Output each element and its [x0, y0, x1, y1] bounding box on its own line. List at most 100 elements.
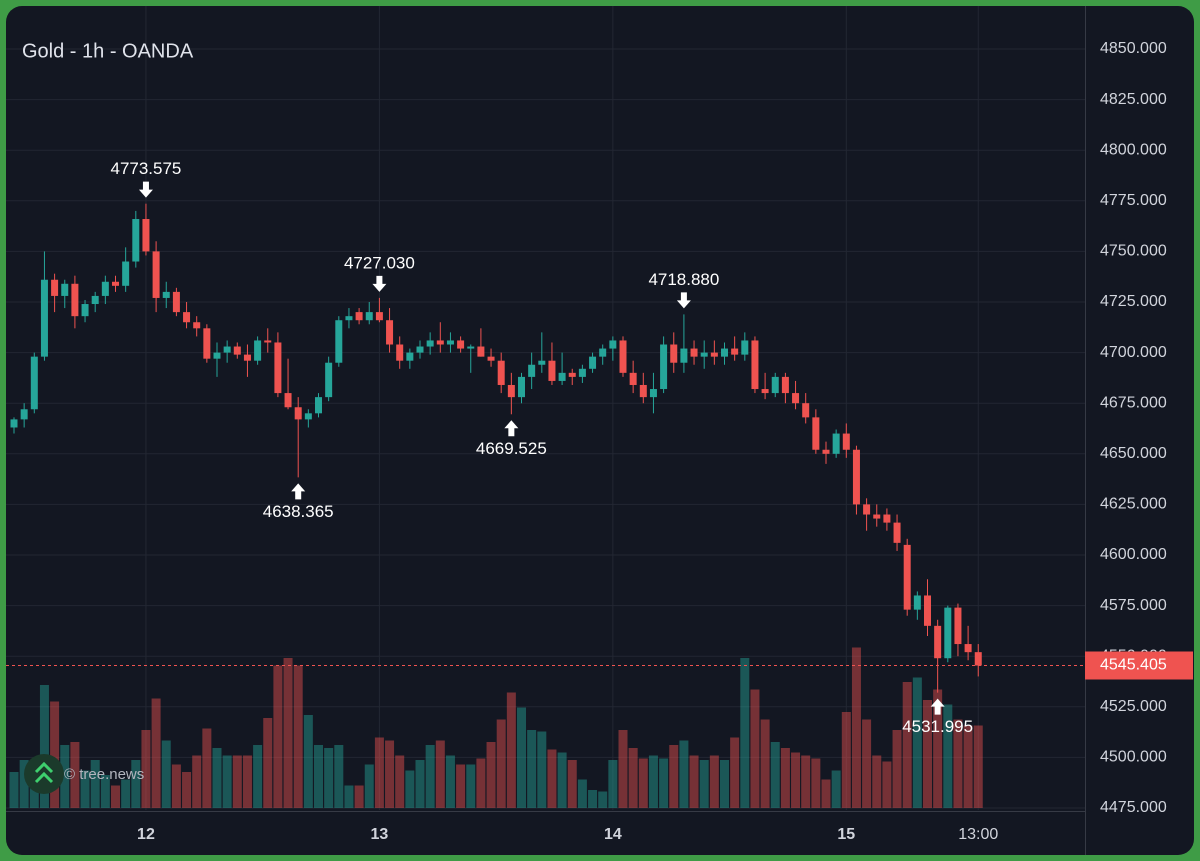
- candle-body: [751, 340, 759, 390]
- volume-bar: [141, 730, 151, 808]
- volume-bar: [557, 752, 567, 808]
- y-tick-label: 4650.000: [1100, 445, 1167, 462]
- candle-body: [629, 372, 637, 385]
- candle-body: [792, 393, 800, 404]
- volume-bar: [50, 701, 60, 808]
- y-tick-label: 4500.000: [1100, 749, 1167, 766]
- volume-bar: [943, 704, 953, 808]
- volume-bar: [395, 755, 405, 808]
- volume-bar: [659, 758, 669, 808]
- volume-bar: [811, 758, 821, 808]
- volume-bar: [608, 760, 618, 808]
- volume-bar: [720, 760, 729, 808]
- candle-body: [40, 279, 48, 357]
- volume-bar: [963, 725, 973, 808]
- candle-body: [761, 389, 769, 394]
- candle-body: [91, 295, 99, 305]
- volume-bar: [293, 665, 303, 808]
- y-tick-label: 4725.000: [1100, 293, 1167, 310]
- arrow-up: [504, 420, 519, 437]
- candle-body: [599, 348, 607, 357]
- candle-body: [81, 304, 89, 317]
- candle-body: [284, 393, 292, 408]
- candle-body: [639, 384, 647, 398]
- annotation: 4773.575: [110, 159, 181, 178]
- candle-body: [325, 362, 333, 398]
- candle-body: [274, 342, 282, 394]
- last-price: 4545.405: [6, 651, 1193, 680]
- x-tick-label: 13: [371, 826, 389, 843]
- candle-body: [924, 595, 931, 626]
- volume-bar: [151, 698, 161, 808]
- y-tick-label: 4825.000: [1100, 91, 1167, 108]
- candle-body: [213, 352, 221, 359]
- volume-bar: [435, 740, 445, 808]
- volume-bar: [232, 755, 242, 808]
- candle-body: [873, 514, 881, 519]
- grid: [6, 6, 1085, 810]
- candle-body: [396, 344, 404, 361]
- candle-body: [122, 261, 130, 286]
- arrow-down: [676, 292, 691, 309]
- candle-body: [609, 340, 617, 349]
- candle-body: [680, 348, 688, 363]
- volume-bar: [567, 760, 577, 808]
- volume-bar: [385, 740, 395, 808]
- candle-body: [710, 352, 718, 357]
- volume-bar: [537, 731, 547, 808]
- candle-body: [223, 346, 231, 353]
- candle-body: [294, 407, 302, 420]
- candle-body: [233, 346, 241, 355]
- volume-bar: [628, 748, 638, 808]
- candle-body: [852, 449, 860, 505]
- volume-bar: [882, 761, 892, 808]
- volume-bar: [496, 719, 506, 808]
- y-tick-label: 4775.000: [1100, 192, 1167, 209]
- volume-bar: [192, 755, 202, 808]
- volume-bar: [29, 775, 39, 808]
- annotation: 4718.880: [648, 270, 719, 289]
- x-tick-label: 14: [604, 826, 622, 843]
- volume-bar: [760, 719, 770, 808]
- y-tick-label: 4675.000: [1100, 394, 1167, 411]
- candle-body: [883, 514, 891, 523]
- logo-icon: [34, 761, 54, 784]
- volume-bar: [19, 760, 29, 808]
- volume-bar: [334, 745, 344, 808]
- volume-bar: [923, 700, 932, 808]
- panel: [6, 6, 1194, 855]
- volume-bar: [577, 779, 587, 808]
- candle-body: [51, 279, 59, 296]
- candle-body: [243, 354, 251, 361]
- candle-body: [721, 348, 728, 357]
- candle-body: [315, 397, 322, 414]
- arrow-down: [138, 181, 153, 198]
- candle-body: [304, 413, 312, 420]
- candle-body: [822, 449, 830, 454]
- volume-bar: [862, 719, 872, 808]
- volume-bar: [445, 755, 455, 808]
- volume-bar: [618, 730, 628, 808]
- candle-body: [264, 340, 272, 343]
- candle-body: [71, 283, 79, 317]
- volume-bar: [791, 752, 801, 808]
- volume-bar: [506, 692, 516, 808]
- volume-bar: [425, 745, 435, 808]
- volume-bar: [872, 755, 882, 808]
- candle-body: [416, 346, 424, 353]
- candle-body: [842, 433, 850, 450]
- annotations: 4773.575 4638.365 4727.030 4669.525 4718.880…: [110, 159, 973, 736]
- volume-bar: [770, 742, 780, 808]
- volume-bar: [902, 682, 912, 808]
- volume-bar: [456, 764, 466, 808]
- volume-bar: [476, 758, 486, 808]
- volume-bar: [121, 779, 131, 808]
- candle-body: [20, 409, 28, 420]
- volume-bar: [669, 745, 679, 808]
- volume-bar: [314, 745, 323, 808]
- volume-bar: [527, 730, 537, 808]
- candle-body: [518, 376, 525, 398]
- candle-body: [913, 595, 921, 610]
- candle-body: [365, 312, 373, 321]
